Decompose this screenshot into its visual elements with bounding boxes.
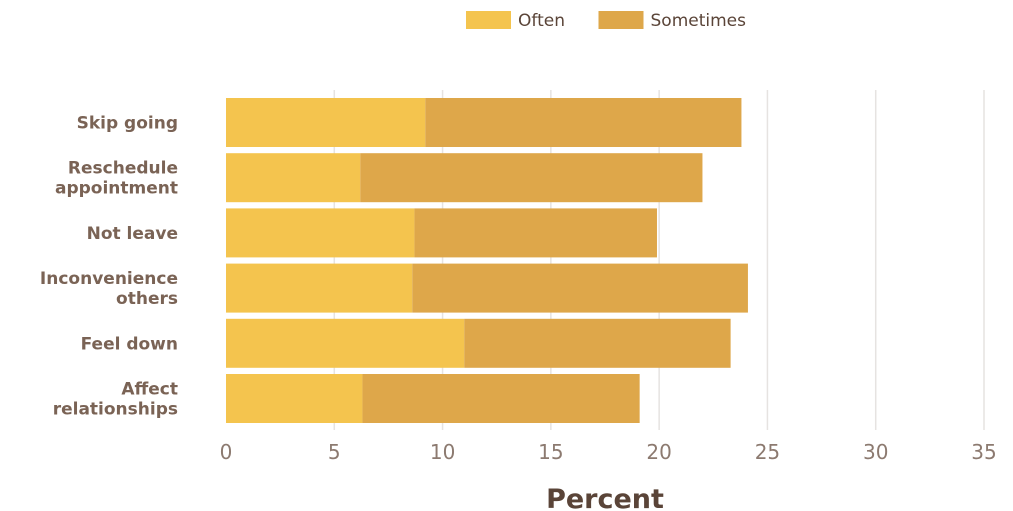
legend-label: Often — [518, 11, 565, 31]
bar-often — [226, 374, 363, 423]
bar-sometimes — [414, 208, 657, 258]
category-label: Affect relationships — [53, 380, 178, 420]
x-tick-label: 5 — [328, 440, 341, 464]
x-tick-label: 30 — [863, 440, 888, 464]
bar-often — [226, 153, 361, 203]
x-tick-label: 0 — [220, 440, 233, 464]
x-tick-label: 10 — [430, 440, 455, 464]
bar-often — [226, 263, 413, 313]
bar-sometimes — [360, 153, 703, 203]
category-label: Not leave — [87, 224, 178, 244]
x-tick-label: 20 — [646, 440, 671, 464]
category-label: Inconvenience others — [40, 269, 178, 309]
x-tick-label: 35 — [971, 440, 996, 464]
category-label: Feel down — [81, 334, 178, 354]
legend-swatch — [466, 11, 511, 29]
bar-often — [226, 208, 415, 258]
legend-swatch — [598, 11, 644, 29]
bar-sometimes — [412, 263, 748, 313]
bar-sometimes — [464, 318, 731, 368]
x-tick-label: 15 — [538, 440, 563, 464]
category-label: Skip going — [77, 114, 178, 134]
bar-often — [226, 318, 465, 368]
bars — [226, 98, 748, 423]
bar-sometimes — [425, 98, 742, 147]
x-tick-label: 25 — [755, 440, 780, 464]
x-tick-labels: 0 5 10 15 20 25 30 35 — [220, 440, 997, 464]
legend: Often Sometimes — [466, 11, 746, 31]
x-axis-title: Percent — [546, 484, 664, 511]
category-labels: Skip going Reschedule appointment Not leave… — [40, 114, 178, 420]
bar-sometimes — [362, 374, 640, 423]
bar-often — [226, 98, 426, 147]
category-label: Reschedule appointment — [55, 159, 178, 199]
legend-label: Sometimes — [651, 11, 747, 31]
